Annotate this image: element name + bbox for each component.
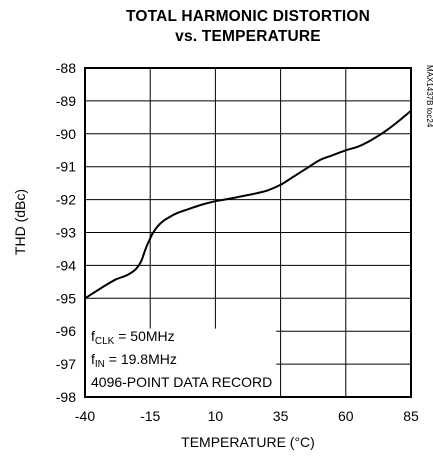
x-tick-label: 85 bbox=[403, 408, 419, 424]
plot-frame bbox=[84, 67, 412, 398]
y-tick-label: -95 bbox=[56, 290, 76, 306]
y-tick-label: -98 bbox=[56, 389, 76, 405]
y-tick-label: -93 bbox=[56, 225, 76, 241]
y-tick-labels: -88 -89 -90 -91 -92 -93 -94 -95 -96 -97 -98 bbox=[56, 60, 76, 405]
x-tick-label: 60 bbox=[338, 408, 354, 424]
annotation-line: fIN = 19.8MHz bbox=[91, 351, 177, 370]
chart-title-line1: TOTAL HARMONIC DISTORTION bbox=[125, 8, 371, 25]
annotation-line: fCLK = 50MHz bbox=[91, 328, 175, 347]
y-tick-label: -96 bbox=[56, 323, 76, 339]
figure-id-watermark: MAX1437B toc24 bbox=[425, 65, 433, 128]
thd-series-line bbox=[84, 109, 412, 300]
y-tick-label: -91 bbox=[56, 159, 76, 175]
x-tick-label: 35 bbox=[273, 408, 289, 424]
y-tick-label: -92 bbox=[56, 192, 76, 208]
y-tick-label: -97 bbox=[56, 356, 76, 372]
y-tick-label: -89 bbox=[56, 93, 76, 109]
x-tick-label: -15 bbox=[140, 408, 160, 424]
y-axis-title: THD (dBc) bbox=[12, 189, 28, 255]
y-tick-label: -88 bbox=[56, 60, 76, 76]
y-tick-label: -90 bbox=[56, 126, 76, 142]
annotation-box: fCLK = 50MHz fIN = 19.8MHz 4096-POINT DATA… bbox=[91, 328, 272, 390]
annotation-line: 4096-POINT DATA RECORD bbox=[91, 374, 272, 390]
x-tick-label: -40 bbox=[75, 408, 95, 424]
x-axis-title: TEMPERATURE (°C) bbox=[181, 434, 315, 450]
chart-title-line2: vs. TEMPERATURE bbox=[175, 28, 321, 45]
x-tick-label: 10 bbox=[208, 408, 224, 424]
grid-lines bbox=[85, 68, 411, 397]
y-tick-label: -94 bbox=[56, 257, 76, 273]
x-tick-labels: -40 -15 10 35 60 85 bbox=[75, 408, 419, 424]
